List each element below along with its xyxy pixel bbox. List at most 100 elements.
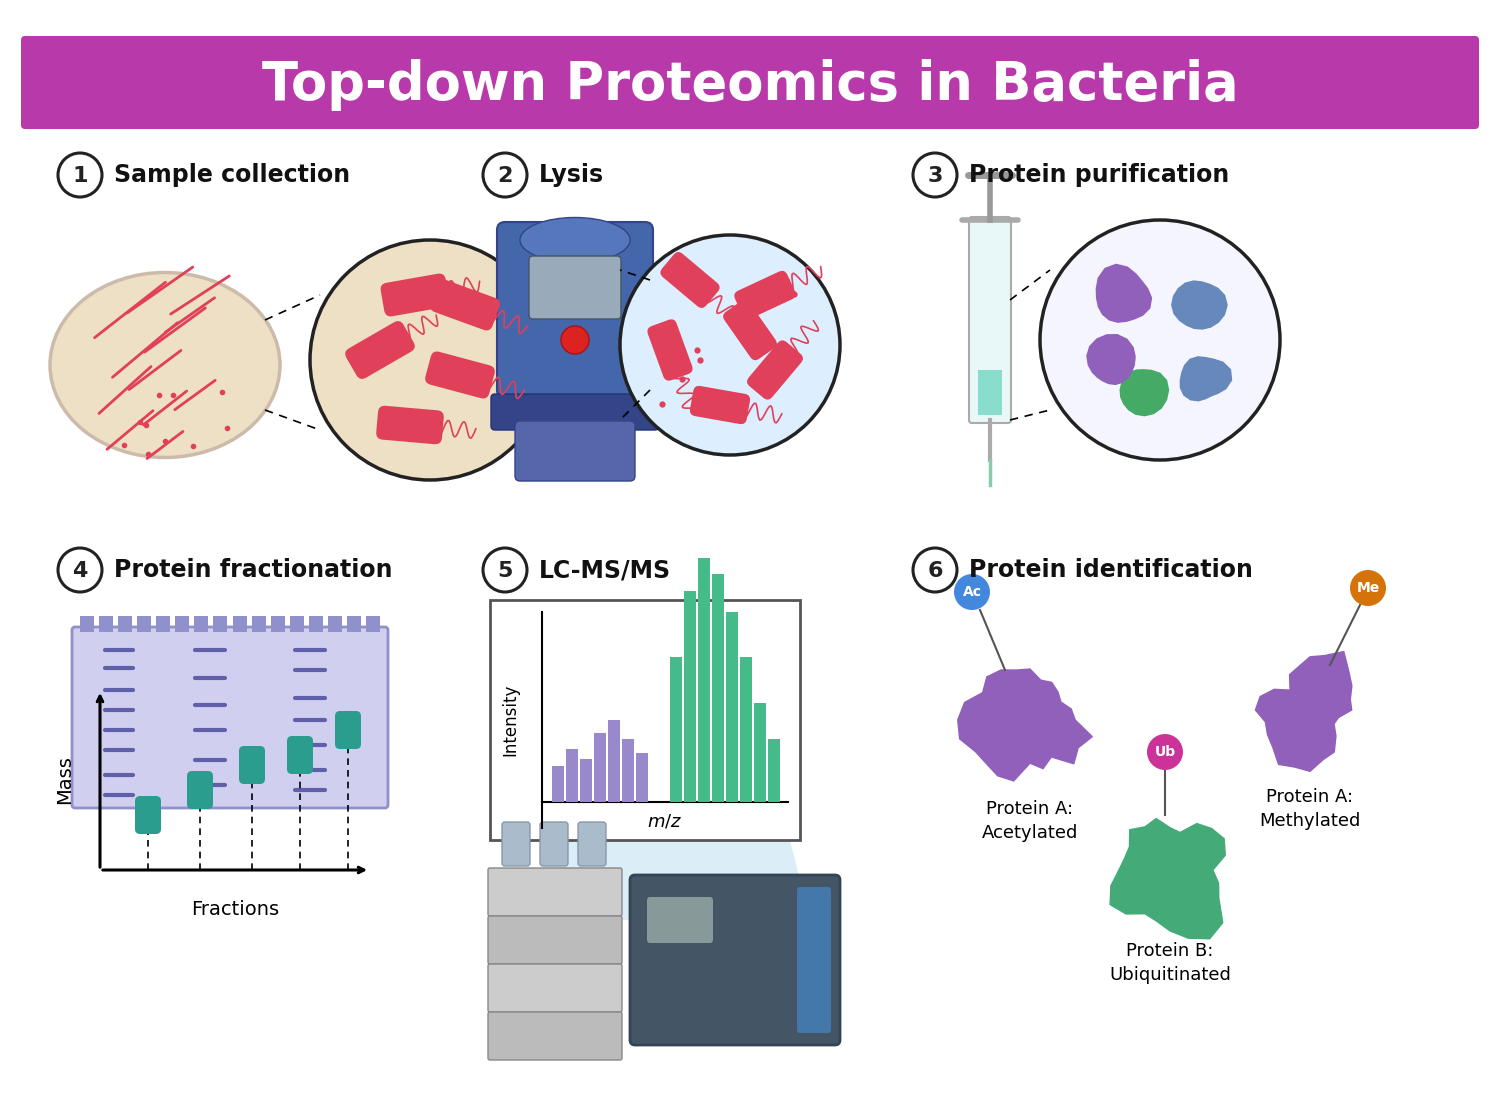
Circle shape — [561, 325, 590, 354]
Circle shape — [620, 235, 840, 455]
Polygon shape — [957, 669, 1092, 780]
Circle shape — [1350, 570, 1386, 606]
Text: Lysis: Lysis — [538, 163, 604, 187]
FancyBboxPatch shape — [578, 823, 606, 866]
FancyBboxPatch shape — [490, 394, 658, 430]
FancyBboxPatch shape — [99, 615, 112, 632]
FancyBboxPatch shape — [594, 733, 606, 801]
Polygon shape — [530, 840, 810, 920]
FancyBboxPatch shape — [768, 739, 780, 801]
FancyBboxPatch shape — [490, 600, 800, 840]
Text: Protein B:
Ubiquitinated: Protein B: Ubiquitinated — [1108, 942, 1232, 984]
Polygon shape — [1120, 370, 1168, 415]
FancyBboxPatch shape — [290, 615, 303, 632]
FancyBboxPatch shape — [566, 749, 578, 801]
Ellipse shape — [520, 217, 630, 262]
FancyBboxPatch shape — [726, 612, 738, 801]
FancyBboxPatch shape — [238, 746, 266, 784]
FancyBboxPatch shape — [496, 223, 652, 399]
Text: 3: 3 — [927, 166, 942, 186]
Polygon shape — [1180, 356, 1231, 401]
FancyBboxPatch shape — [978, 370, 1002, 415]
FancyBboxPatch shape — [346, 615, 362, 632]
FancyBboxPatch shape — [552, 766, 564, 801]
FancyBboxPatch shape — [72, 627, 389, 808]
FancyBboxPatch shape — [690, 386, 750, 424]
Text: Ub: Ub — [1155, 745, 1176, 759]
FancyBboxPatch shape — [514, 421, 634, 482]
FancyBboxPatch shape — [754, 703, 766, 801]
FancyBboxPatch shape — [646, 897, 712, 943]
FancyBboxPatch shape — [334, 711, 362, 749]
FancyBboxPatch shape — [488, 1012, 622, 1061]
FancyBboxPatch shape — [747, 340, 802, 400]
FancyBboxPatch shape — [328, 615, 342, 632]
FancyBboxPatch shape — [430, 279, 500, 331]
Text: 6: 6 — [927, 561, 942, 581]
FancyBboxPatch shape — [176, 615, 189, 632]
FancyBboxPatch shape — [136, 615, 152, 632]
Text: Protein fractionation: Protein fractionation — [114, 558, 393, 582]
Text: Protein A:
Methylated: Protein A: Methylated — [1260, 788, 1360, 829]
Text: Ac: Ac — [963, 584, 981, 599]
FancyBboxPatch shape — [366, 615, 380, 632]
FancyBboxPatch shape — [740, 656, 752, 801]
Circle shape — [1040, 220, 1280, 461]
FancyBboxPatch shape — [424, 351, 495, 399]
Text: Intensity: Intensity — [501, 684, 519, 756]
Circle shape — [954, 575, 990, 610]
Text: Mass: Mass — [56, 756, 75, 805]
Polygon shape — [1088, 334, 1136, 384]
FancyBboxPatch shape — [135, 796, 160, 834]
FancyBboxPatch shape — [636, 753, 648, 801]
FancyBboxPatch shape — [188, 770, 213, 809]
FancyBboxPatch shape — [195, 615, 208, 632]
FancyBboxPatch shape — [488, 915, 622, 964]
FancyBboxPatch shape — [503, 823, 530, 866]
FancyBboxPatch shape — [232, 615, 246, 632]
FancyBboxPatch shape — [345, 321, 416, 379]
FancyBboxPatch shape — [530, 256, 621, 319]
FancyBboxPatch shape — [648, 319, 693, 381]
FancyBboxPatch shape — [252, 615, 266, 632]
FancyBboxPatch shape — [712, 575, 724, 801]
FancyBboxPatch shape — [698, 558, 709, 801]
FancyBboxPatch shape — [969, 217, 1011, 423]
Text: 2: 2 — [498, 166, 513, 186]
Text: Sample collection: Sample collection — [114, 163, 350, 187]
FancyBboxPatch shape — [270, 615, 285, 632]
FancyBboxPatch shape — [622, 739, 634, 801]
Text: 5: 5 — [498, 561, 513, 581]
FancyBboxPatch shape — [488, 868, 622, 915]
Polygon shape — [1172, 281, 1227, 329]
Polygon shape — [1110, 818, 1226, 939]
Text: LC-MS/MS: LC-MS/MS — [538, 558, 670, 582]
FancyBboxPatch shape — [156, 615, 171, 632]
Text: Me: Me — [1356, 581, 1380, 594]
Text: Protein A:
Acetylated: Protein A: Acetylated — [982, 800, 1078, 841]
Circle shape — [1148, 734, 1184, 770]
FancyBboxPatch shape — [118, 615, 132, 632]
FancyBboxPatch shape — [21, 37, 1479, 130]
FancyBboxPatch shape — [213, 615, 228, 632]
Text: 4: 4 — [72, 561, 87, 581]
FancyBboxPatch shape — [796, 887, 831, 1033]
Text: 1: 1 — [72, 166, 87, 186]
FancyBboxPatch shape — [723, 300, 777, 360]
Polygon shape — [1096, 265, 1152, 322]
Text: Fractions: Fractions — [190, 900, 279, 919]
Text: Protein purification: Protein purification — [969, 163, 1230, 187]
FancyBboxPatch shape — [309, 615, 322, 632]
Text: Top-down Proteomics in Bacteria: Top-down Proteomics in Bacteria — [261, 59, 1239, 111]
FancyBboxPatch shape — [630, 875, 840, 1045]
FancyBboxPatch shape — [376, 406, 444, 444]
Ellipse shape — [50, 272, 280, 457]
FancyBboxPatch shape — [660, 252, 720, 308]
FancyBboxPatch shape — [381, 273, 450, 317]
FancyBboxPatch shape — [540, 823, 568, 866]
FancyBboxPatch shape — [670, 656, 682, 801]
Circle shape — [310, 240, 550, 480]
Polygon shape — [1256, 652, 1352, 772]
FancyBboxPatch shape — [286, 736, 314, 774]
FancyBboxPatch shape — [684, 591, 696, 801]
